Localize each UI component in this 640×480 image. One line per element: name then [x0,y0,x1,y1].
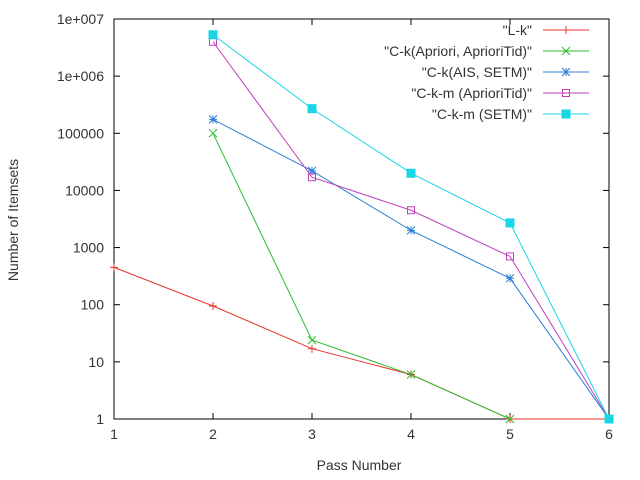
y-tick-label: 10000 [65,182,104,198]
y-tick-label: 100000 [57,125,104,141]
x-tick-label: 1 [110,426,118,442]
series-line [212,133,511,420]
cross-marker [505,414,515,424]
x-tick-label: 3 [308,426,316,442]
chart-ticks: 1 2 3 4 5 6 1 10 100 1000 10000 100000 1e+006 1e+007 [57,11,613,442]
legend-entry-1: "L-k" [503,22,589,38]
plot-frame [113,18,610,420]
star-marker [505,273,515,283]
star-marker [561,67,571,77]
open-square-marker [407,206,415,215]
plus-marker [110,263,118,272]
legend-entry-4: "C-k-m (AprioriTid)" [411,85,589,101]
cross-marker [208,128,218,138]
filled-square-marker [307,104,317,114]
cross-marker [561,46,571,56]
filled-square-marker [208,30,218,40]
x-axis-label: Pass Number [317,457,402,473]
star-marker [406,226,416,235]
filled-square-marker [406,168,416,178]
star-marker [307,166,317,176]
filled-square-marker [604,414,614,424]
legend-entry-2: "C-k(Apriori, AprioriTid)" [384,43,589,59]
x-tick-label: 4 [407,426,415,442]
filled-square-marker [505,218,515,228]
series-5 [208,30,614,424]
y-tick-label: 100 [81,297,105,313]
series-4 [209,37,613,423]
legend-label: "C-k(AIS, SETM)" [422,64,532,80]
y-axis-label: Number of Itemsets [5,159,21,281]
cross-marker [307,335,317,345]
legend-label: "C-k(Apriori, AprioriTid)" [384,43,532,59]
chart-legend: "L-k" "C-k(Apriori, AprioriTid)" "C-k(AIS,… [384,22,589,122]
series-1 [110,263,613,423]
open-square-marker [506,252,514,261]
legend-entry-3: "C-k(AIS, SETM)" [422,64,589,80]
chart-series [110,30,614,424]
legend-entry-5: "C-k-m (SETM)" [432,106,589,122]
legend-label: "C-k-m (AprioriTid)" [411,85,532,101]
legend-label: "L-k" [503,22,532,38]
plus-marker [562,26,570,34]
y-tick-label: 1 [96,411,104,427]
y-tick-label: 1000 [73,240,104,256]
x-tick-label: 6 [605,426,613,442]
y-tick-label: 1e+007 [57,11,104,27]
y-tick-label: 10 [88,354,104,370]
x-tick-label: 5 [506,426,514,442]
chart-axes [113,18,610,420]
plus-marker [308,344,316,353]
x-tick-label: 2 [209,426,217,442]
series-line [113,266,609,420]
cross-marker [406,370,416,379]
series-line [212,41,610,420]
plus-marker [209,301,217,310]
y-tick-label: 1e+006 [57,68,104,84]
filled-square-marker [561,109,571,119]
open-square-marker [308,173,316,182]
legend-label: "C-k-m (SETM)" [432,106,532,122]
series-2 [208,128,515,424]
star-marker [208,115,218,124]
open-square-marker [562,89,570,97]
